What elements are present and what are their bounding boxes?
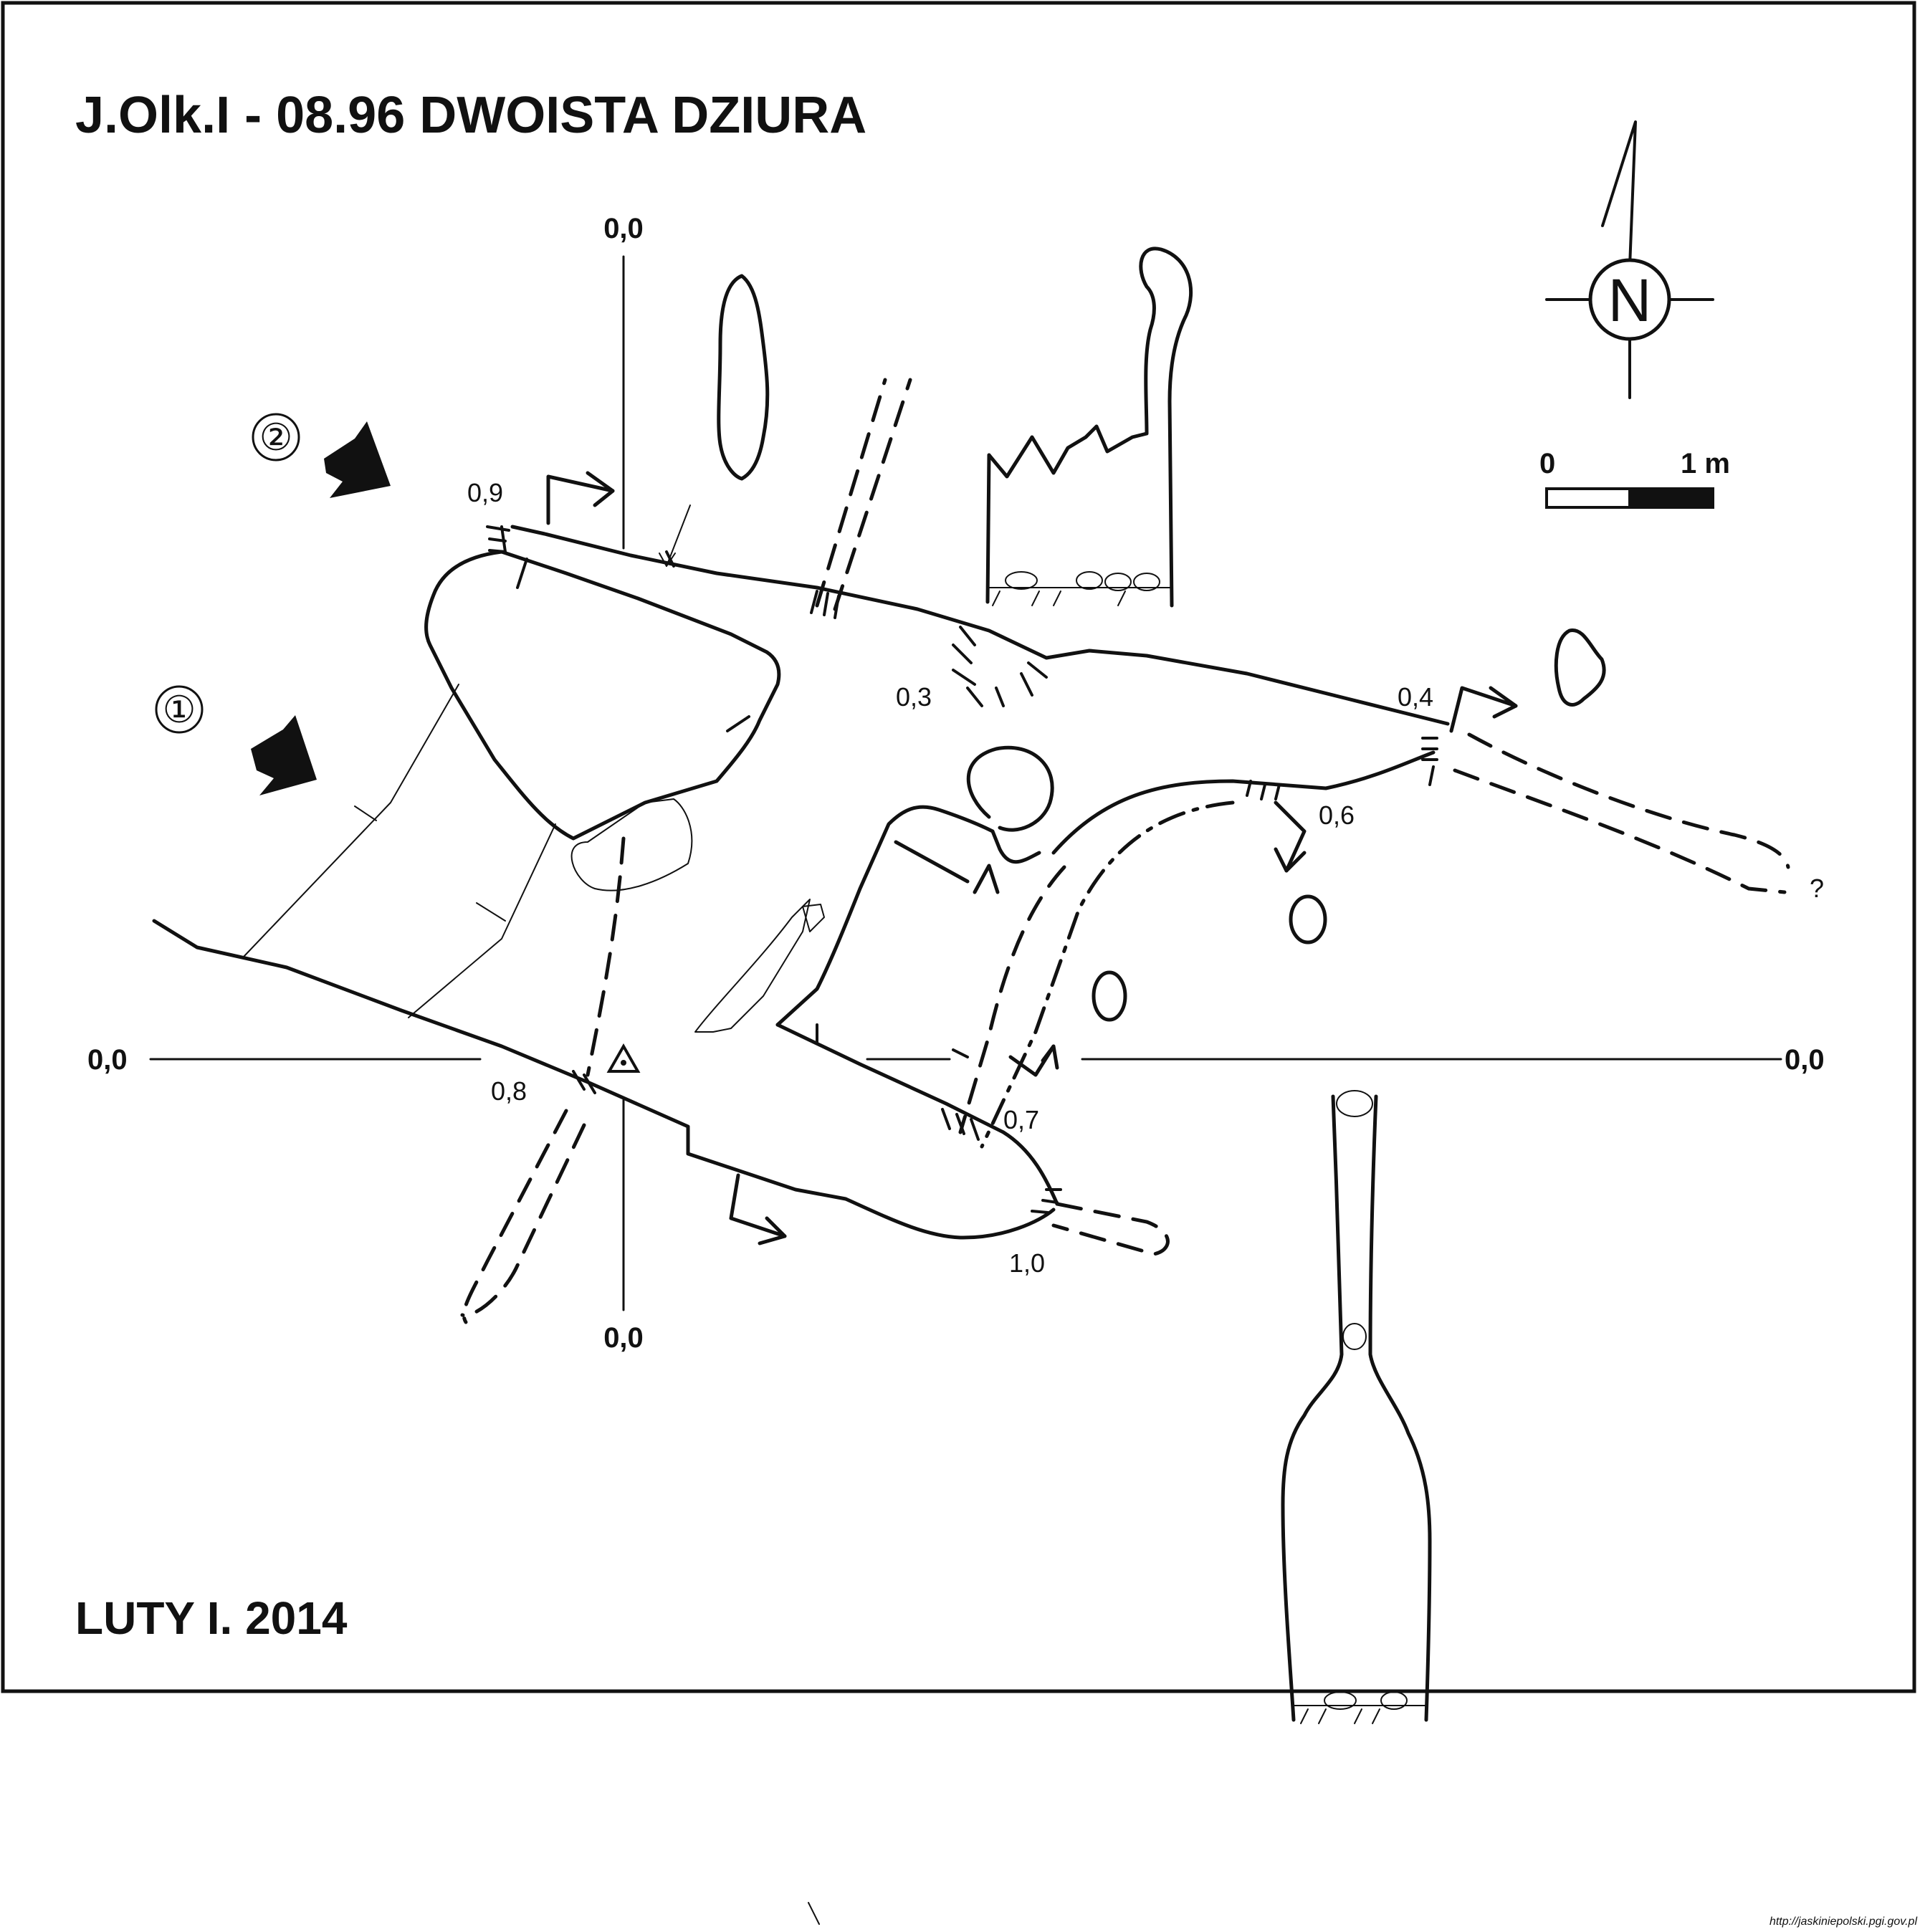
cross-section-top (985, 247, 1193, 608)
cave-wall-north (510, 525, 1450, 726)
dashed-passage-north (815, 378, 887, 608)
source-url: http://jaskiniepolski.pgi.gov.pl (1769, 1916, 1917, 1928)
cave-wall-east-lower (775, 1023, 1059, 1206)
axis-label-top: 0,0 (603, 213, 644, 244)
map-frame (1, 1, 1916, 1693)
entrance-arrow-2-icon (324, 421, 391, 498)
dashed-passage-east (1467, 732, 1790, 869)
height-label: 0,3 (896, 682, 932, 712)
scale-end-label: 1 m (1681, 448, 1730, 479)
entrance-label-2: ② (259, 417, 293, 459)
north-label: N (1608, 267, 1652, 334)
height-label: 1,0 (1009, 1248, 1045, 1278)
dashed-passage-west (586, 836, 626, 1077)
cave-wall-south (152, 919, 1056, 1240)
cross-section-bottom (1281, 1090, 1432, 1724)
rock-pillar-small (1092, 970, 1127, 1022)
axis-label-right: 0,0 (1785, 1044, 1825, 1076)
entrance-marker-1: ① (155, 685, 317, 795)
height-label: 0,4 (1398, 682, 1433, 712)
entrance-slope-2 (408, 823, 556, 1018)
boulder-north (424, 550, 781, 841)
rock-pillar-small (1554, 628, 1606, 707)
dashed-passage-southwest (462, 1109, 568, 1324)
rock-pillar (717, 274, 770, 481)
inner-wall-east (1051, 750, 1436, 855)
north-arrow-icon: N (1545, 120, 1714, 399)
height-label: 0,6 (1319, 800, 1355, 830)
dashed-passage-center-2 (980, 800, 1235, 1149)
slope-arrow-icon (1449, 686, 1518, 733)
slope-arrow-icon (1274, 800, 1307, 873)
map-title: J.Olk.I - 08.96 DWOISTA DZIURA (75, 87, 866, 144)
dashed-passage-east-2 (1453, 768, 1787, 894)
level-ticks (486, 525, 1438, 1214)
height-label: 0,9 (467, 478, 503, 507)
height-label: 0,8 (491, 1076, 527, 1106)
author-credit: LUTY I. 2014 (75, 1592, 348, 1644)
height-label: 0,7 (1003, 1105, 1039, 1134)
entrance-arrow-1-icon (251, 715, 317, 795)
dashed-passage-north-2 (833, 378, 912, 611)
unknown-continuation-label: ? (1810, 874, 1824, 903)
entrance-label-1: ① (163, 689, 196, 731)
survey-station-icon (606, 1043, 641, 1073)
dashed-passage-center (958, 865, 1066, 1134)
entrance-marker-2: ② (252, 413, 391, 498)
dashed-passage-southwest-2 (460, 1123, 586, 1318)
axis-label-left: 0,0 (87, 1044, 128, 1076)
rock-slab (694, 899, 811, 1033)
reference-axes (149, 255, 1782, 1311)
entrance-slope (243, 684, 459, 957)
slope-arrow-icon (546, 474, 615, 525)
rock-pillar-small (1289, 894, 1327, 945)
scale-start-label: 0 (1539, 448, 1555, 479)
slope-arrow-icon (729, 1173, 787, 1238)
axis-label-bottom: 0,0 (603, 1322, 644, 1354)
inner-loop (966, 745, 1054, 832)
rock-slab-3 (802, 904, 825, 932)
rock-slab-2 (570, 798, 693, 891)
inner-pillar (775, 805, 1041, 1027)
scale-bar: 0 1 m (1539, 448, 1730, 509)
dashed-passage-southeast (1051, 1202, 1170, 1256)
